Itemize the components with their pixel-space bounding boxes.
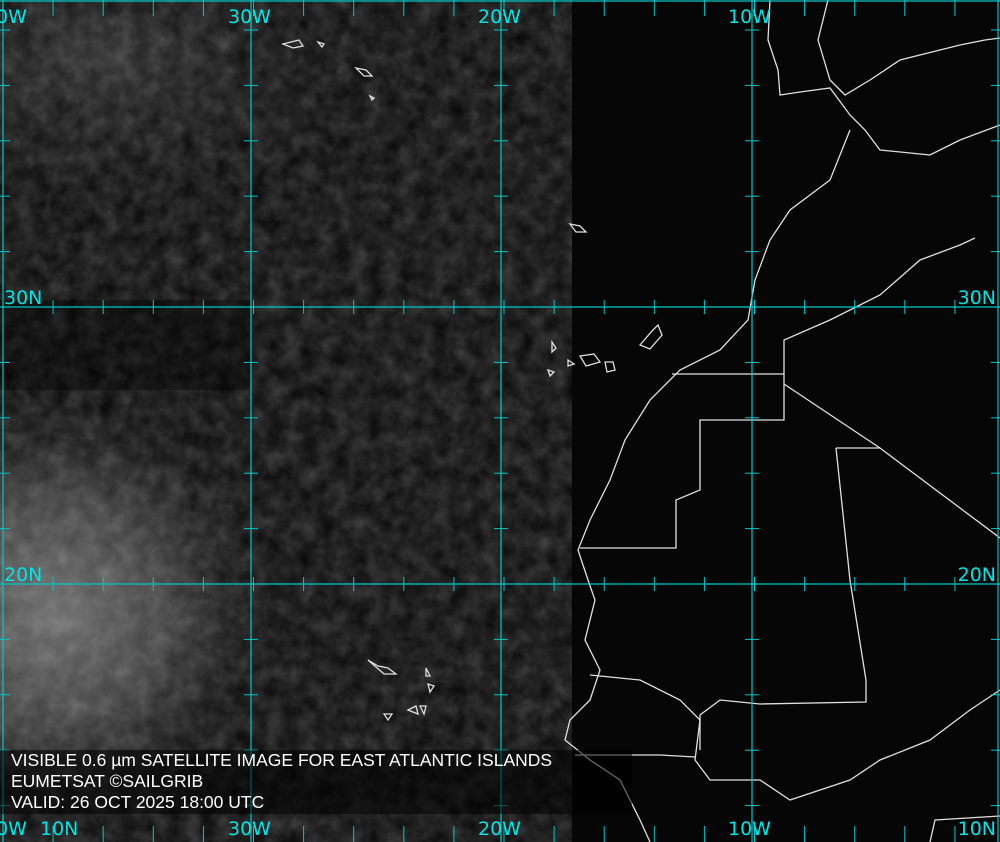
bottom-label-10w: 10W	[728, 818, 771, 840]
top-label-40w: 0W	[0, 6, 27, 28]
product-credit: EUMETSAT ©SAILGRIB	[11, 771, 204, 791]
top-label-30w: 30W	[228, 6, 271, 28]
bottom-label-40w: 0W	[0, 818, 27, 840]
left-label-20n: 20N	[4, 564, 43, 586]
right-label-20n: 20N	[957, 564, 996, 586]
right-label-30n: 30N	[957, 287, 996, 309]
left-label-30n: 30N	[4, 287, 43, 309]
top-label-10w: 10W	[728, 6, 771, 28]
bottom-label-10n-left: 10N	[40, 818, 79, 840]
caption-box: VISIBLE 0.6 µm SATELLITE IMAGE FOR EAST …	[0, 750, 632, 814]
coastlines	[280, 0, 1000, 842]
product-title: VISIBLE 0.6 µm SATELLITE IMAGE FOR EAST …	[11, 750, 553, 770]
bottom-label-10n-right: 10N	[957, 818, 996, 840]
bottom-label-20w: 20W	[478, 818, 521, 840]
bottom-label-30w: 30W	[228, 818, 271, 840]
valid-time: VALID: 26 OCT 2025 18:00 UTC	[11, 792, 265, 812]
top-label-20w: 20W	[478, 6, 521, 28]
